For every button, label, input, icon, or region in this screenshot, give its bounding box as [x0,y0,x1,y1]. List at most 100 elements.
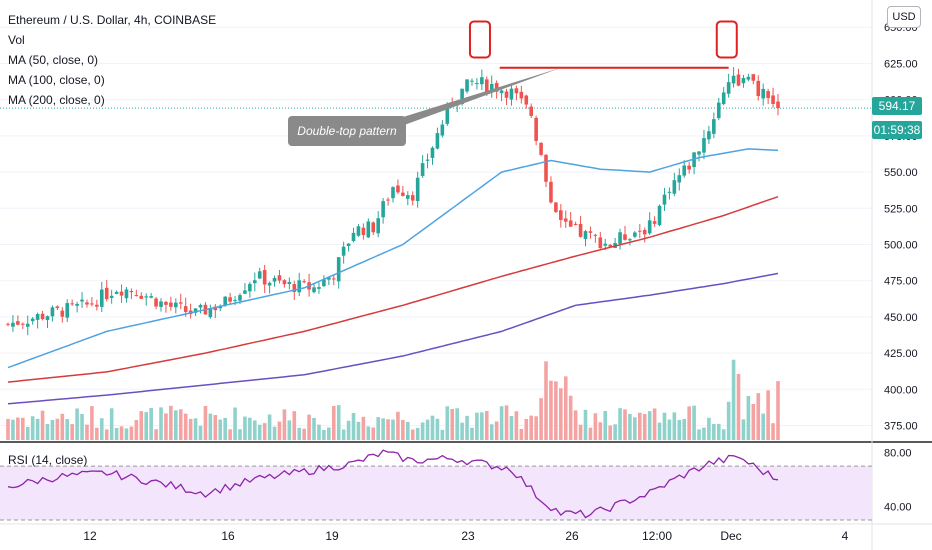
x-tick-label: 19 [325,529,339,543]
candle-body [396,185,400,193]
x-tick-label: Dec [720,529,741,543]
candle-body [514,88,519,94]
candle-body [371,222,376,233]
ma50-legend: MA (50, close, 0) [8,53,99,67]
volume-bar [514,411,519,440]
candle-body [470,80,474,82]
x-tick-label: 23 [461,529,475,543]
volume-bar [544,361,548,440]
volume-bar [504,405,509,440]
volume-bar [435,418,440,440]
volume-bar [243,416,247,440]
volume-bar [238,429,242,440]
volume-bar [391,419,395,440]
volume-bar [677,419,682,440]
x-tick-label: 4 [842,529,849,543]
y-tick-label: 550.00 [884,167,918,179]
currency-button[interactable]: USD [887,6,921,28]
volume-bar [766,390,770,440]
volume-bar [124,428,129,440]
volume-bar [687,406,691,440]
volume-bar [499,406,504,440]
volume-bar [603,410,608,440]
volume-bar [45,424,50,440]
volume-bar [598,422,603,440]
candle-body [509,88,514,100]
candle-body [682,165,687,176]
candle-body [322,279,326,287]
candle-body [435,133,440,149]
candle-body [282,280,287,285]
y-tick-label: 425.00 [884,348,918,360]
volume-bar [657,422,662,440]
candle-body [346,243,351,247]
candle-body [134,295,139,297]
x-tick-label: 26 [565,529,579,543]
vol-legend: Vol [8,33,25,47]
candle-body [465,79,469,92]
volume-bar [90,406,94,440]
candle-body [588,231,593,233]
volume-bar [302,428,306,440]
candle-body [351,232,356,242]
volume-bar [751,403,756,440]
volume-bar [702,427,706,440]
candle-body [6,323,10,325]
volume-bar [129,426,134,440]
volume-bar [292,411,297,440]
volume-bar [312,417,316,440]
candle-body [139,295,144,299]
candle-body [707,131,711,140]
volume-bar [524,418,529,440]
candle-body [776,101,780,109]
candle-body [55,306,60,309]
candle-body [489,83,494,90]
candle-body [233,300,237,302]
volume-bar [272,426,277,440]
candle-body [198,304,203,308]
volume-bar [662,412,667,440]
volume-bar [218,419,223,440]
volume-bar [361,416,366,440]
volume-bar [50,419,55,440]
candle-body [440,124,445,136]
volume-bar [637,412,642,440]
volume-bar [652,408,657,440]
y-tick-label: 450.00 [884,312,918,324]
volume-bar [109,408,114,440]
volume-bar [726,401,731,440]
volume-bar [213,415,218,440]
candle-body [751,74,756,81]
volume-bar [608,425,612,440]
candle-body [499,90,504,94]
volume-bar [746,396,751,440]
volume-bar [228,429,232,440]
candle-body [583,231,588,239]
candle-body [391,187,395,199]
volume-bar [583,409,588,440]
candle-body [356,226,361,236]
volume-bar [356,421,361,440]
volume-bar [208,413,213,440]
candle-body [568,220,573,227]
candle-body [70,303,74,305]
volume-bar [30,416,35,440]
candle-body [223,296,227,306]
volume-bar [712,423,716,440]
volume-bar [60,413,65,440]
candle-body [40,313,45,320]
candle-body [85,302,89,305]
candle-body [267,282,272,286]
volume-bar [554,381,558,440]
candle-body [30,318,35,322]
candle-body [95,304,99,307]
candle-body [415,177,420,202]
candle-body [598,237,603,249]
candle-body [99,289,104,307]
candle-body [716,102,721,119]
x-tick-label: 12:00 [642,529,672,543]
candle-body [16,321,20,325]
volume-bar [223,417,227,440]
volume-bar [563,376,568,440]
volume-bar [174,410,178,440]
